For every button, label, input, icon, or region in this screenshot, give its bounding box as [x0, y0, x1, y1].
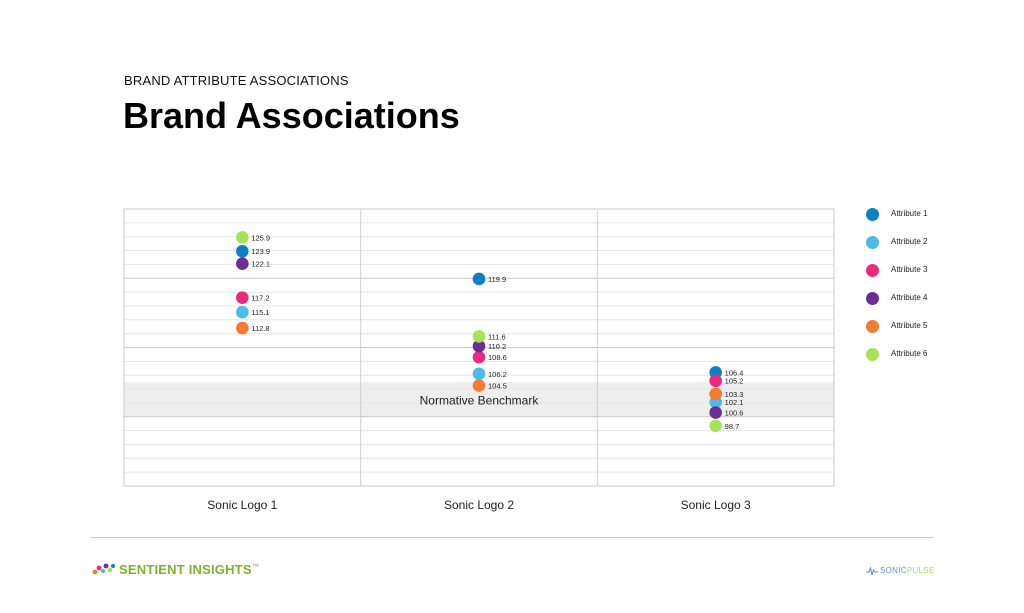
legend-swatch [866, 320, 879, 333]
brand-right-pulse: PULSE [906, 566, 935, 575]
data-label: 108.6 [488, 353, 507, 362]
data-label: 119.9 [488, 275, 506, 284]
page-title: Brand Associations [123, 95, 460, 136]
data-point [709, 419, 722, 433]
data-point [709, 387, 722, 401]
data-point [472, 367, 486, 381]
data-point [472, 350, 486, 364]
data-label: 123.9 [251, 247, 270, 256]
data-point [236, 305, 249, 319]
legend-swatch [866, 264, 879, 277]
data-label: 98.7 [725, 422, 740, 431]
data-label: 106.4 [725, 368, 744, 377]
legend-label: Attribute 2 [891, 237, 928, 246]
data-point [709, 406, 722, 419]
data-point [472, 272, 486, 286]
benchmark-label: Normative Benchmark [420, 393, 540, 407]
sonic-pulse-wave-icon [866, 567, 878, 576]
x-tick-label: Sonic Logo 1 [207, 498, 277, 512]
x-tick-label: Sonic Logo 2 [444, 498, 514, 512]
data-point [472, 339, 486, 353]
legend-swatch [866, 208, 879, 221]
legend-swatch [866, 292, 879, 305]
page-eyebrow: BRAND ATTRIBUTE ASSOCIATIONS [124, 73, 349, 88]
data-label: 111.6 [488, 332, 506, 341]
data-point [236, 291, 249, 304]
data-point [236, 321, 249, 335]
sentient-insights-mark-icon [92, 563, 115, 575]
plot-border [123, 208, 835, 487]
data-label: 122.1 [251, 260, 270, 269]
brand-left-name: SENTIENT INSIGHTS [119, 562, 252, 577]
data-point [236, 231, 249, 244]
data-label: 106.2 [488, 370, 507, 379]
data-point [472, 379, 486, 392]
x-tick-label: Sonic Logo 3 [681, 498, 751, 512]
data-label: 100.6 [725, 409, 744, 418]
legend-label: Attribute 3 [891, 265, 928, 274]
legend-label: Attribute 1 [891, 209, 928, 218]
legend-label: Attribute 5 [891, 321, 928, 330]
data-label: 112.8 [251, 324, 269, 333]
data-point [709, 374, 722, 388]
data-label: 125.9 [251, 233, 270, 242]
legend-swatch [866, 348, 879, 361]
data-label: 110.2 [488, 342, 506, 351]
legend-label: Attribute 6 [891, 349, 928, 358]
data-point [236, 257, 249, 271]
footer-divider [91, 537, 934, 538]
data-label: 103.3 [725, 390, 744, 399]
legend-swatch [866, 236, 879, 249]
data-label: 104.5 [488, 382, 507, 391]
data-label: 105.2 [725, 377, 744, 386]
brand-left-trademark: ™ [251, 563, 259, 571]
data-label: 115.1 [251, 308, 269, 317]
brand-right-sonic: SONIC [880, 566, 907, 575]
legend-label: Attribute 4 [891, 293, 928, 302]
data-label: 117.2 [251, 294, 269, 303]
data-label: 102.1 [725, 398, 744, 407]
data-point [236, 244, 249, 258]
data-point [472, 330, 486, 343]
